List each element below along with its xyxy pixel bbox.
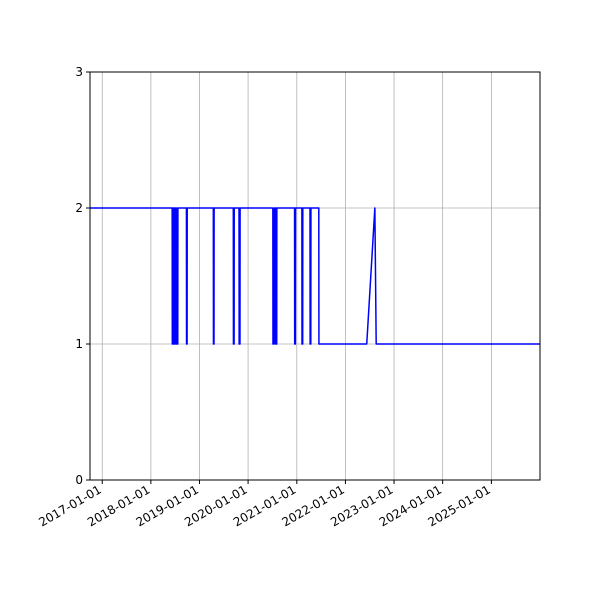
- y-tick-label: 3: [75, 65, 83, 79]
- plot-frame: [89, 71, 541, 481]
- y-tick-label: 2: [75, 201, 83, 215]
- series-line: [90, 207, 540, 345]
- series-layer: [90, 207, 540, 345]
- grid-layer: [90, 71, 540, 481]
- y-tick-label: 1: [75, 337, 83, 351]
- y-tick-label: 0: [75, 473, 83, 487]
- tick-layer: 01232017-01-012018-01-012019-01-012020-0…: [36, 65, 493, 529]
